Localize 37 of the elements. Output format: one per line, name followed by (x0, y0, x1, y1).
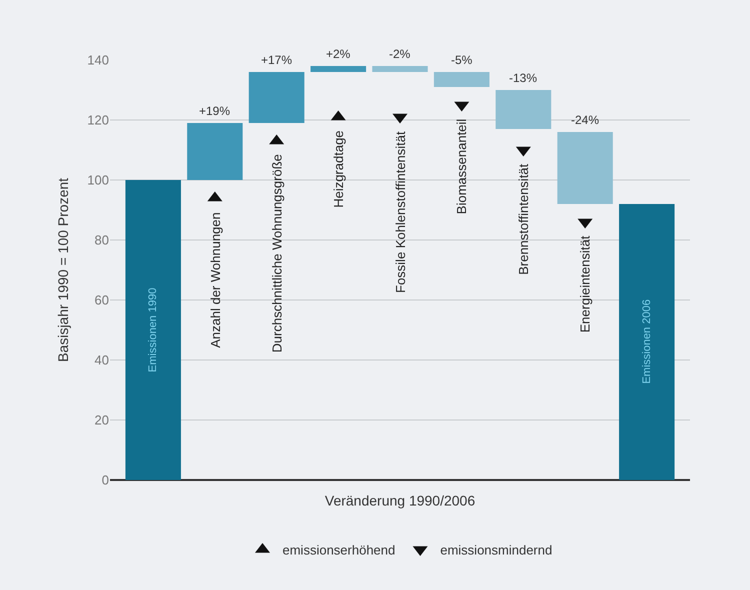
bar (310, 66, 366, 72)
data-label: -5% (451, 53, 473, 67)
x-tick-label: Anzahl der Wohnungen (208, 212, 223, 348)
data-label: -24% (571, 113, 600, 127)
x-tick-label: Brennstoffintensität (516, 163, 531, 275)
bar (496, 90, 552, 129)
y-tick-label: 0 (102, 472, 109, 488)
bar (372, 66, 428, 72)
y-axis-title: Basisjahr 1990 = 100 Prozent (54, 178, 71, 362)
legend-label: emissionserhöhend (282, 542, 396, 558)
y-tick-label: 80 (94, 232, 109, 248)
bar (187, 123, 243, 180)
y-tick-label: 140 (87, 52, 109, 68)
data-label: +2% (326, 47, 351, 61)
y-tick-label: 40 (94, 352, 109, 368)
x-tick-label: Emissionen 2006 (640, 299, 653, 384)
y-tick-label: 60 (94, 292, 109, 308)
x-tick-label: Durchschnittliche Wohnungsgröße (270, 154, 285, 353)
x-tick-label: Emissionen 1990 (147, 288, 160, 372)
x-tick-label: Biomassenanteil (454, 118, 470, 214)
data-label: -13% (509, 71, 538, 85)
x-tick-label: Heizgradtage (330, 130, 346, 208)
data-label: +17% (261, 53, 292, 67)
data-label: +19% (199, 104, 230, 118)
bar (557, 132, 613, 204)
data-label: -2% (389, 47, 411, 61)
legend-label: emissionsmindernd (440, 542, 552, 558)
y-tick-label: 100 (87, 172, 109, 188)
y-tick-label: 120 (87, 112, 109, 128)
x-axis-title: Veränderung 1990/2006 (324, 492, 476, 508)
x-tick-label: Energieintensität (578, 235, 593, 333)
bar (248, 72, 304, 123)
x-tick-label: Fossile Kohlenstoffintensität (393, 130, 408, 293)
bar (434, 72, 490, 87)
y-tick-label: 20 (94, 412, 109, 428)
bar (125, 180, 181, 480)
bar (619, 204, 675, 480)
